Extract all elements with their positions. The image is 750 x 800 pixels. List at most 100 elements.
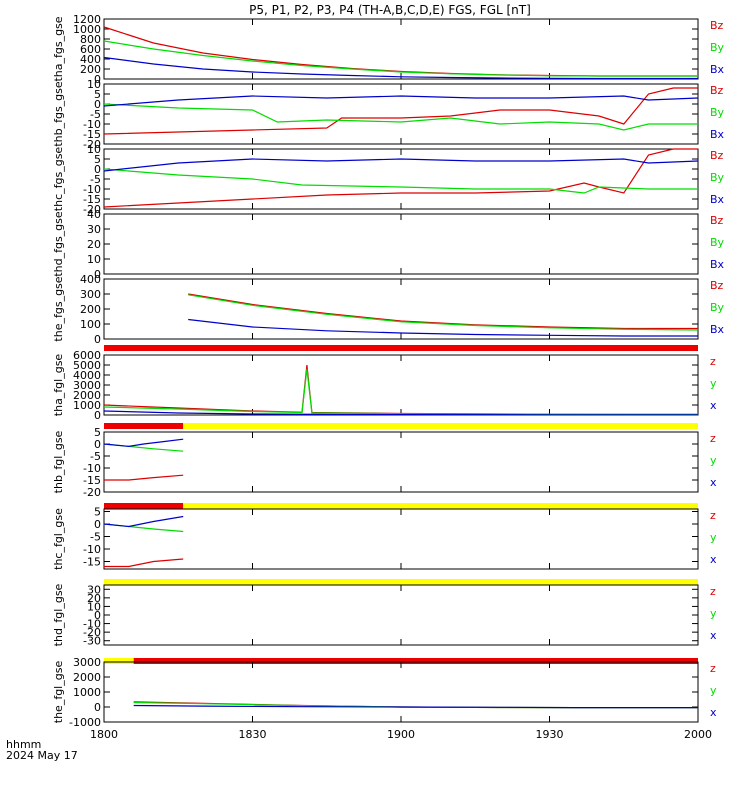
panel-thb_fgl_gse: 50-5-10-15-20 thb_fgl_gse zyx: [52, 426, 717, 499]
legend-y: y: [710, 454, 717, 467]
y-tick-label: 4000: [73, 369, 101, 382]
series-z: [104, 474, 184, 481]
y-tick-label: -5: [90, 531, 101, 544]
y-tick-label: -5: [90, 450, 101, 463]
series-x: [103, 410, 699, 416]
y-tick-label: 0: [94, 409, 101, 422]
legend-x: x: [710, 553, 717, 566]
legend-Bz: Bz: [710, 84, 724, 97]
series-Bz: [103, 87, 698, 135]
y-tick-label: 200: [80, 63, 101, 76]
y-tick-label: 6000: [73, 349, 101, 362]
panel-frame: [103, 508, 699, 570]
y-axis-label: thd_fgl_gse: [52, 583, 65, 646]
series-Bz: [103, 148, 698, 208]
legend-By: By: [710, 171, 725, 184]
legend-Bx: Bx: [710, 193, 725, 206]
coverage-bar: [183, 423, 698, 429]
y-tick-label: -10: [83, 543, 101, 556]
y-tick-label: 2000: [73, 671, 101, 684]
legend-Bz: Bz: [710, 279, 724, 292]
x-axis: hhmm 2024 May 17 1800 1830 1900 1930 2000: [6, 728, 712, 762]
y-axis-label: thc_fgl_gse: [52, 508, 65, 570]
y-tick-label: 1000: [73, 686, 101, 699]
chart-title: P5, P1, P2, P3, P4 (TH-A,B,C,D,E) FGS, F…: [249, 3, 531, 17]
y-tick-label: 800: [80, 33, 101, 46]
y-tick-label: 1200: [73, 13, 101, 26]
legend-z: z: [710, 509, 716, 522]
x-axis-label-time: hhmm: [6, 738, 41, 751]
legend-x: x: [710, 706, 717, 719]
y-tick-label: 400: [80, 273, 101, 286]
y-tick-label: -10: [83, 118, 101, 131]
panel-frame: [103, 584, 699, 646]
y-tick-label: 1000: [73, 23, 101, 36]
y-tick-label: 0: [94, 438, 101, 451]
y-axis-label: thb_fgl_gse: [52, 430, 65, 493]
y-tick-label: 5: [94, 153, 101, 166]
y-tick-label: -1000: [69, 716, 101, 729]
x-axis-label-date: 2024 May 17: [6, 749, 78, 762]
coverage-bar: [183, 503, 698, 509]
y-tick-label: -30: [83, 635, 101, 648]
coverage-bar: [104, 503, 184, 509]
panel-frame: [103, 661, 699, 723]
panel-frame: [103, 354, 699, 416]
y-axis-label: thb_fgs_gse: [52, 81, 65, 147]
coverage-bar: [104, 658, 134, 664]
y-axis-label: thc_fgs_gse: [52, 147, 65, 212]
y-axis-label: tha_fgs_gse: [52, 16, 65, 81]
legend-Bz: Bz: [710, 19, 724, 32]
x-tick-label: 1800: [90, 728, 118, 741]
legend-y: y: [710, 684, 717, 697]
legend-Bx: Bx: [710, 63, 725, 76]
legend-z: z: [710, 662, 716, 675]
series-z: [104, 558, 184, 568]
y-tick-label: 10: [87, 253, 101, 266]
y-tick-label: 30: [87, 223, 101, 236]
y-tick-label: -10: [83, 462, 101, 475]
status-bars: [104, 345, 698, 664]
legend-y: y: [710, 607, 717, 620]
y-tick-label: 200: [80, 303, 101, 316]
series-Bz: [188, 293, 698, 330]
y-tick-label: 100: [80, 318, 101, 331]
panel-the_fgs_gse: 400 300 200 100 0 the_fgs_gse Bz By Bx: [52, 273, 725, 346]
legend-By: By: [710, 41, 725, 54]
y-tick-label: -15: [83, 193, 101, 206]
legend-By: By: [710, 301, 725, 314]
legend-z: z: [710, 355, 716, 368]
legend-Bz: Bz: [710, 214, 724, 227]
coverage-bar: [133, 658, 698, 664]
panel-thc_fgl_gse: 50-5-10-15 thc_fgl_gse zyx: [52, 506, 717, 570]
y-axis-label: the_fgs_gse: [52, 276, 65, 341]
series-Bz: [103, 26, 698, 77]
y-tick-label: -5: [90, 108, 101, 121]
panel-frame: [103, 148, 699, 210]
y-tick-label: 300: [80, 288, 101, 301]
series-Bx: [103, 56, 698, 80]
legend-Bx: Bx: [710, 258, 725, 271]
y-tick-label: -10: [83, 618, 101, 631]
y-tick-label: 3000: [73, 656, 101, 669]
panel-frame: [103, 431, 699, 493]
coverage-bar: [104, 579, 698, 585]
x-tick-label: 1930: [536, 728, 564, 741]
y-tick-label: -15: [83, 474, 101, 487]
series-Bx: [103, 95, 699, 107]
panel-frame: [103, 83, 699, 145]
series-x: [103, 438, 184, 448]
y-axis-label: thd_fgs_gse: [52, 211, 65, 277]
y-tick-label: 0: [94, 333, 101, 346]
series-Bx: [103, 158, 699, 172]
legend-Bx: Bx: [710, 323, 725, 336]
y-tick-label: 0: [94, 163, 101, 176]
y-tick-label: -5: [90, 173, 101, 186]
y-tick-label: 5000: [73, 359, 101, 372]
x-tick-label: 1900: [387, 728, 415, 741]
y-tick-label: -20: [83, 203, 101, 216]
y-tick-label: 3000: [73, 379, 101, 392]
